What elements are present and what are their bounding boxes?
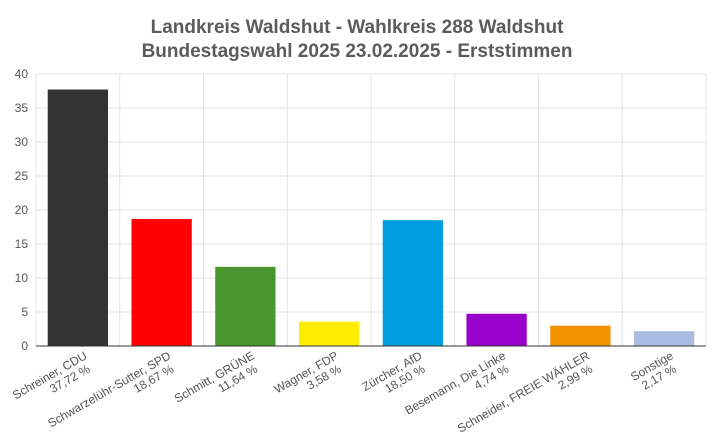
x-tick-label: Schmitt, GRÜNE11,64 % [172,348,263,416]
y-tick-label: 20 [15,203,29,217]
x-tick-label: Sonstige2,17 % [628,348,682,395]
bar [382,220,444,346]
candidate-label: Schneider, FREIE WÄHLER [455,348,592,435]
chart-title-line-1: Landkreis Waldshut - Wahlkreis 288 Walds… [151,17,564,38]
bar [550,325,611,346]
x-tick-label: Wagner, FDP3,58 % [272,348,347,407]
y-tick-label: 15 [15,237,29,251]
y-tick-label: 10 [15,271,29,285]
bar [215,266,276,346]
bar [47,89,109,346]
bar [633,331,695,346]
y-tick-label: 25 [15,169,29,183]
y-tick-label: 35 [15,101,29,115]
y-axis: 0 5 10 15 20 25 30 35 40 [15,67,29,353]
bar [298,321,360,346]
x-axis: Schreiner, CDU37,72 %Schwarzelühr-Sutter… [10,345,706,436]
y-tick-label: 5 [21,305,28,319]
chart-title-line-2: Bundestagswahl 2025 23.02.2025 - Erststi… [142,41,573,62]
chart-title: Landkreis Waldshut - Wahlkreis 288 Walds… [142,17,573,62]
y-tick-label: 0 [21,339,28,353]
y-tick-label: 40 [15,67,29,81]
bar [131,219,192,346]
bar [466,313,527,346]
y-tick-label: 30 [15,135,29,149]
bars [47,89,695,346]
